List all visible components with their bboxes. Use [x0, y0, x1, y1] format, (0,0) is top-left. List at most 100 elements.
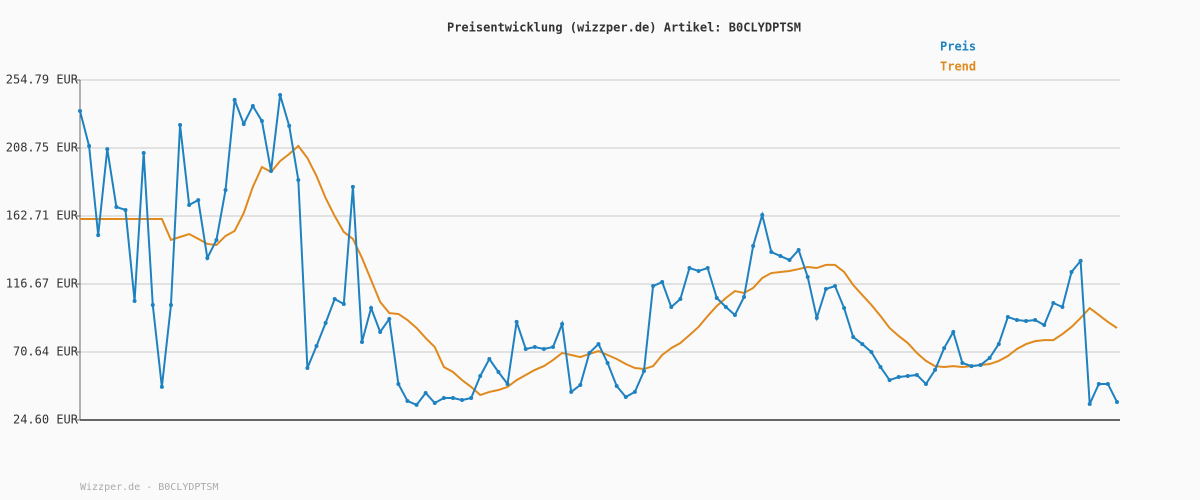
point [960, 360, 965, 365]
point [132, 298, 137, 303]
point [669, 305, 674, 310]
point [996, 342, 1001, 347]
point [851, 334, 856, 339]
point [405, 398, 410, 403]
point [833, 284, 838, 289]
point [723, 305, 728, 310]
point [842, 306, 847, 311]
point [1115, 399, 1119, 404]
point [1005, 315, 1010, 320]
point [778, 254, 783, 259]
point [168, 302, 173, 307]
point [205, 255, 210, 260]
legend-entry: Preis [940, 40, 976, 54]
point [441, 395, 446, 400]
point [587, 350, 592, 355]
point [651, 284, 656, 289]
point [332, 297, 337, 302]
point [1033, 318, 1038, 323]
point [296, 177, 301, 182]
point [969, 364, 974, 369]
point [114, 205, 119, 210]
point [896, 375, 901, 380]
point [714, 295, 719, 300]
point [914, 372, 919, 377]
point [951, 329, 956, 334]
point [705, 266, 710, 271]
point [805, 275, 810, 280]
point [305, 366, 310, 371]
point [387, 316, 392, 321]
y-tick-label: 116.67 EUR [6, 277, 79, 291]
point [942, 346, 947, 351]
point [742, 294, 747, 299]
point [614, 384, 619, 389]
point [769, 250, 774, 255]
point [532, 345, 537, 350]
point [350, 184, 355, 189]
point [196, 198, 201, 203]
point [469, 395, 474, 400]
point [96, 233, 101, 238]
point [87, 144, 92, 149]
point [1024, 319, 1029, 324]
point [687, 266, 692, 271]
point [423, 390, 428, 395]
point [232, 97, 237, 102]
series-line [80, 144, 1118, 397]
point [860, 342, 865, 347]
y-tick-label: 254.79 EUR [6, 73, 79, 87]
point [1060, 305, 1065, 310]
point [269, 168, 274, 173]
point [1042, 323, 1047, 328]
point [1051, 301, 1056, 306]
point [414, 402, 419, 407]
chart-title: Preisentwicklung (wizzper.de) Artikel: B… [447, 21, 801, 35]
point [1105, 381, 1110, 386]
point [623, 394, 628, 399]
point [678, 297, 683, 302]
point [187, 202, 192, 207]
point [78, 109, 82, 114]
point [1096, 381, 1101, 386]
point [460, 398, 465, 403]
point [287, 123, 292, 128]
point [432, 401, 437, 406]
point [450, 395, 455, 400]
point [1014, 318, 1019, 323]
point [596, 342, 601, 347]
point [869, 350, 874, 355]
point [641, 368, 646, 373]
point [1069, 270, 1074, 275]
series-line [79, 94, 1118, 407]
point [487, 356, 492, 361]
point [278, 93, 283, 98]
point [150, 302, 155, 307]
point [359, 340, 364, 345]
point [250, 103, 255, 108]
point [505, 381, 510, 386]
point [696, 268, 701, 273]
point [878, 364, 883, 369]
point [751, 244, 756, 249]
y-tick-label: 70.64 EUR [13, 344, 79, 358]
point [887, 378, 892, 383]
point [560, 321, 565, 326]
point [514, 319, 519, 324]
point [541, 346, 546, 351]
point [814, 315, 819, 320]
point [578, 382, 583, 387]
point [223, 188, 228, 193]
point [1087, 402, 1092, 407]
point [923, 381, 928, 386]
point [978, 363, 983, 368]
point [632, 389, 637, 394]
point [259, 119, 264, 124]
point [987, 355, 992, 360]
point [123, 207, 128, 212]
footer: Wizzper.de - B0CLYDPTSM [80, 482, 218, 493]
point [787, 258, 792, 263]
point [496, 369, 501, 374]
